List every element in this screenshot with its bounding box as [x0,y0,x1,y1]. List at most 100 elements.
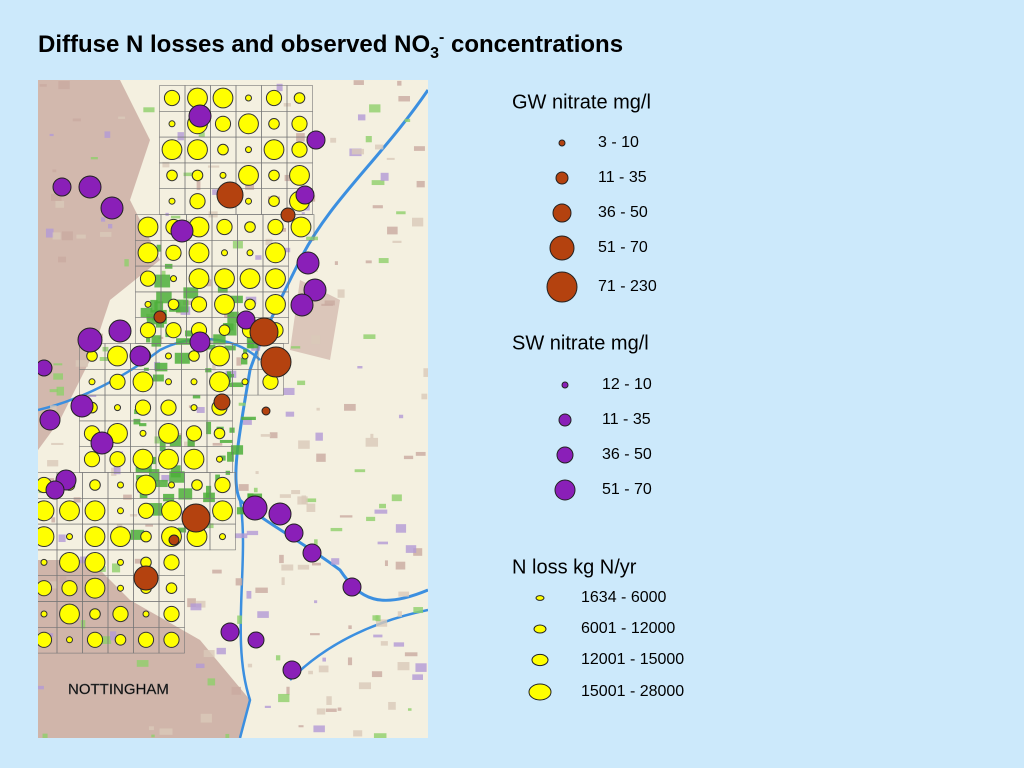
map-patch [255,471,259,475]
n-loss-marker [139,429,147,437]
green-patch [176,338,190,345]
sw-marker [296,251,320,275]
n-loss-marker [158,423,179,444]
map-patch [291,490,301,495]
map-patch [404,652,418,657]
map-patch [143,107,155,113]
map-patch [49,133,54,137]
map-patch [370,433,374,439]
n-loss-marker [214,115,232,132]
map-patch [281,247,291,253]
green-patch [246,335,259,349]
n-loss-marker [132,371,154,393]
map-patch [298,725,304,728]
map-patch [411,217,424,227]
n-loss-marker [117,481,124,489]
n-loss-marker [268,118,280,130]
map-patch [380,641,388,646]
n-loss-marker [135,474,157,496]
map-patch [330,527,343,532]
map-patch [50,193,62,201]
n-loss-marker [117,584,124,592]
map-patch [392,240,402,243]
n-loss-marker [209,371,230,393]
map-patch [284,174,293,182]
n-loss-marker [219,171,227,179]
map-patch [326,696,332,705]
sw-marker [108,319,132,343]
map-patch [109,631,117,641]
legend-item: 3 - 10 [598,134,639,151]
green-patch [154,274,171,288]
sw-marker [77,327,103,353]
green-patch [183,287,199,299]
map-patch [371,180,385,186]
map-patch [366,516,376,522]
n-loss-marker [190,378,198,386]
n-loss-marker [38,631,53,648]
n-loss-marker [66,636,73,644]
n-loss-marker [134,399,152,416]
map-patch [207,165,220,168]
map-patch [183,300,195,306]
map-patch [421,393,428,400]
map-patch [104,131,111,138]
map-patch [376,619,388,627]
green-patch [224,345,236,351]
map-patch [415,451,426,456]
map-patch [154,436,160,444]
title-superscript: - [439,29,444,46]
n-loss-marker [221,249,228,257]
n-loss-marker [219,533,226,541]
map-patch [395,524,407,533]
gw-marker [261,406,271,416]
map-patch [51,442,64,446]
n-loss-marker [216,455,223,463]
map-patch [331,558,340,565]
n-loss-marker [59,603,80,625]
map-patch [59,576,67,584]
title-subscript: 3 [430,45,439,62]
green-patch [226,371,232,383]
place-label: NOTTINGHAM [68,681,169,698]
map-patch [101,636,112,644]
sw-marker [188,104,212,128]
map-patch [238,484,249,491]
n-loss-marker [245,94,252,102]
grid-cell [158,626,185,654]
green-patch [241,416,256,421]
map-patch [388,701,396,710]
n-loss-marker [161,500,182,522]
map-patch [398,414,404,419]
map-patch [395,561,406,570]
n-loss-marker [165,244,182,261]
legend-item: 71 - 230 [598,278,657,295]
n-loss-marker [59,500,80,522]
sw-marker [39,409,61,431]
urban-area [38,80,160,450]
map: NOTTINGHAM [38,80,428,738]
map-patch [413,607,423,614]
green-patch [230,445,244,455]
green-patch [185,330,195,337]
map-patch [373,733,387,738]
map-patch [242,418,252,425]
map-patch [397,662,410,671]
n-loss-marker [117,558,124,566]
map-patch [207,678,216,686]
n-loss-marker [189,193,206,210]
map-patch [391,494,402,502]
n-loss-marker [190,404,198,412]
legend-marker [546,271,578,303]
legend-marker [549,235,575,261]
map-patch [251,345,261,351]
n-loss-marker [165,322,182,339]
n-loss-marker [209,345,230,367]
map-patch [344,403,356,411]
map-patch [321,303,333,306]
map-patch [196,181,201,191]
map-patch [306,236,318,241]
map-patch [190,603,202,611]
sw-marker [303,278,327,302]
n-loss-marker [165,378,172,386]
